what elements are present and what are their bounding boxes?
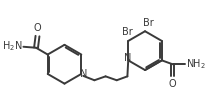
Text: O: O <box>34 23 41 33</box>
Text: N: N <box>124 53 131 63</box>
Text: Br: Br <box>143 18 154 28</box>
Text: Br: Br <box>122 27 133 37</box>
Text: NH$_2$: NH$_2$ <box>186 57 206 71</box>
Text: H$_2$N: H$_2$N <box>2 39 22 53</box>
Text: N: N <box>80 69 87 79</box>
Text: O: O <box>169 79 176 89</box>
